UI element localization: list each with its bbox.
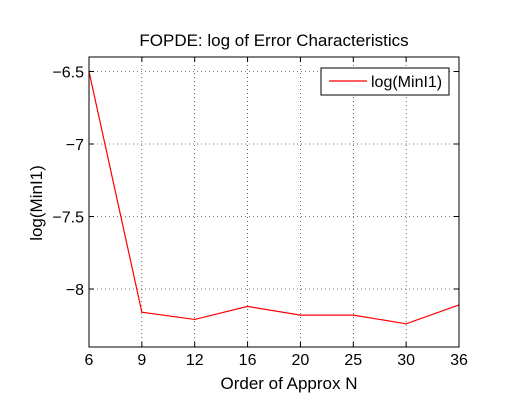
series-line — [88, 71, 460, 325]
x-tick-label: 20 — [292, 352, 310, 369]
y-tick-label: −8 — [66, 282, 84, 299]
x-tick-label: 6 — [85, 352, 94, 369]
x-tick-label: 25 — [344, 352, 362, 369]
data-point — [405, 323, 407, 325]
plot-area — [89, 57, 459, 347]
x-tick-label: 16 — [239, 352, 257, 369]
x-tick-label: 36 — [450, 352, 468, 369]
x-tick-label: 9 — [137, 352, 146, 369]
x-axis-label: Order of Approx N — [220, 374, 357, 393]
x-tick-label: 30 — [397, 352, 415, 369]
plot-frame — [88, 56, 460, 348]
y-tick-label: −7 — [66, 137, 84, 154]
data-point — [194, 318, 196, 321]
x-tick-label: 12 — [186, 352, 204, 369]
chart-title: FOPDE: log of Error Characteristics — [139, 31, 408, 50]
series-layer — [88, 70, 460, 325]
data-point — [246, 305, 249, 307]
y-axis-label: log(MinI1) — [27, 165, 46, 241]
data-point — [352, 314, 354, 316]
data-point — [299, 314, 302, 316]
legend-entry-label: log(MinI1) — [371, 74, 442, 91]
y-tick-label: −6.5 — [52, 65, 84, 82]
y-tick-label: −7.5 — [52, 210, 84, 227]
tick-layer: 6 9 12 16 20 25 30 36 −6.5 −7 −7.5 −8 — [52, 57, 468, 369]
legend: log(MinI1) — [320, 67, 450, 96]
data-point — [141, 311, 143, 313]
